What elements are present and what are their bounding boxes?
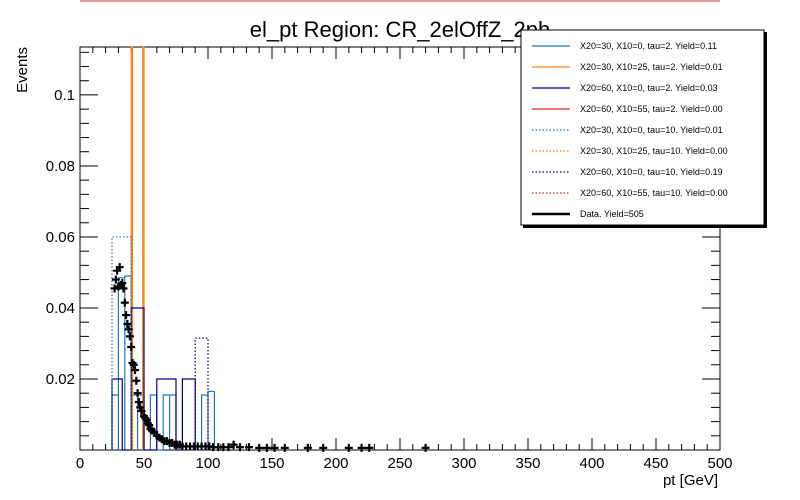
data-point: [120, 298, 129, 307]
chart-title: el_pt Region: CR_2elOffZ_2ph: [250, 17, 550, 42]
x-tick-label: 450: [643, 455, 668, 472]
data-point: [319, 443, 328, 452]
histogram-series-2: [111, 307, 196, 451]
data-point: [137, 406, 146, 415]
data-point: [365, 443, 374, 452]
data-point: [119, 284, 128, 293]
x-tick-label: 350: [515, 455, 540, 472]
legend-entry: X20=30, X10=25, tau=10. Yield=0.00: [532, 146, 728, 156]
data-point: [129, 360, 138, 369]
y-tick-label: 0.1: [54, 87, 75, 104]
legend-entry: X20=60, X10=0, tau=10. Yield=0.19: [532, 167, 723, 177]
legend-shadow-right: [764, 32, 767, 227]
legend-label: X20=60, X10=55, tau=10. Yield=0.00: [580, 188, 728, 198]
data-points: [110, 263, 430, 452]
data-point: [127, 343, 136, 352]
legend-entry: X20=30, X10=0, tau=10. Yield=0.01: [532, 125, 723, 135]
legend-entry: X20=60, X10=55, tau=10. Yield=0.00: [532, 188, 728, 198]
data-point: [115, 263, 124, 272]
legend-label: X20=30, X10=0, tau=10. Yield=0.01: [580, 125, 723, 135]
legend-entry: Data. Yield=505: [532, 209, 644, 219]
data-point: [224, 443, 233, 452]
legend-entry: X20=60, X10=0, tau=2. Yield=0.03: [532, 83, 718, 93]
data-point: [118, 279, 127, 288]
data-point: [132, 376, 141, 385]
legend-entry: X20=60, X10=55, tau=2. Yield=0.00: [532, 104, 723, 114]
data-point: [303, 443, 312, 452]
data-point: [124, 325, 133, 334]
data-point: [255, 443, 264, 452]
data-point: [236, 443, 244, 452]
y-axis-label: Events: [14, 47, 31, 93]
legend-label: Data. Yield=505: [580, 209, 644, 219]
data-point: [357, 443, 366, 452]
y-tick-label: 0.04: [46, 300, 75, 317]
data-point: [421, 443, 430, 452]
legend-label: X20=30, X10=0, tau=2. Yield=0.11: [580, 41, 717, 51]
data-point: [131, 366, 140, 375]
legend-label: X20=30, X10=25, tau=2. Yield=0.01: [580, 62, 723, 72]
y-tick-label: 0.08: [46, 158, 75, 175]
x-tick-label: 400: [579, 455, 604, 472]
data-point: [133, 389, 142, 398]
data-point: [280, 443, 289, 452]
data-point: [123, 319, 132, 328]
data-point: [122, 311, 131, 320]
legend: X20=30, X10=0, tau=2. Yield=0.11 X20=30, …: [520, 29, 767, 228]
legend-label: X20=60, X10=0, tau=2. Yield=0.03: [580, 83, 718, 93]
histogram-series: [111, 46, 215, 451]
histogram-series-0: [111, 275, 215, 451]
x-tick-label: 100: [195, 455, 220, 472]
y-tick-label: 0.06: [46, 229, 75, 246]
data-point: [244, 443, 253, 452]
legend-label: X20=60, X10=0, tau=10. Yield=0.19: [580, 167, 723, 177]
data-point: [344, 443, 353, 452]
x-axis-label: pt [GeV]: [663, 472, 718, 489]
legend-shadow-bottom: [523, 225, 767, 228]
x-axis: 0 50 100 150 200 250 300 350 400 450 500: [76, 47, 733, 472]
legend-label: X20=30, X10=25, tau=10. Yield=0.00: [580, 146, 728, 156]
data-point: [134, 398, 143, 407]
legend-entry: X20=30, X10=25, tau=2. Yield=0.01: [532, 62, 723, 72]
data-point: [111, 275, 120, 284]
x-tick-label: 200: [323, 455, 348, 472]
x-tick-label: 0: [76, 455, 84, 472]
x-tick-label: 150: [259, 455, 284, 472]
legend-label: X20=60, X10=55, tau=2. Yield=0.00: [580, 104, 723, 114]
data-point: [262, 443, 271, 452]
histogram-series-1: [130, 46, 145, 450]
data-point: [125, 332, 134, 341]
x-tick-label: 50: [136, 455, 153, 472]
x-tick-label: 250: [387, 455, 412, 472]
x-tick-label: 500: [707, 455, 732, 472]
data-point: [229, 440, 238, 449]
data-point: [270, 443, 279, 452]
y-tick-label: 0.02: [46, 371, 75, 388]
legend-entry: X20=30, X10=0, tau=2. Yield=0.11: [532, 41, 717, 51]
x-tick-label: 300: [451, 455, 476, 472]
